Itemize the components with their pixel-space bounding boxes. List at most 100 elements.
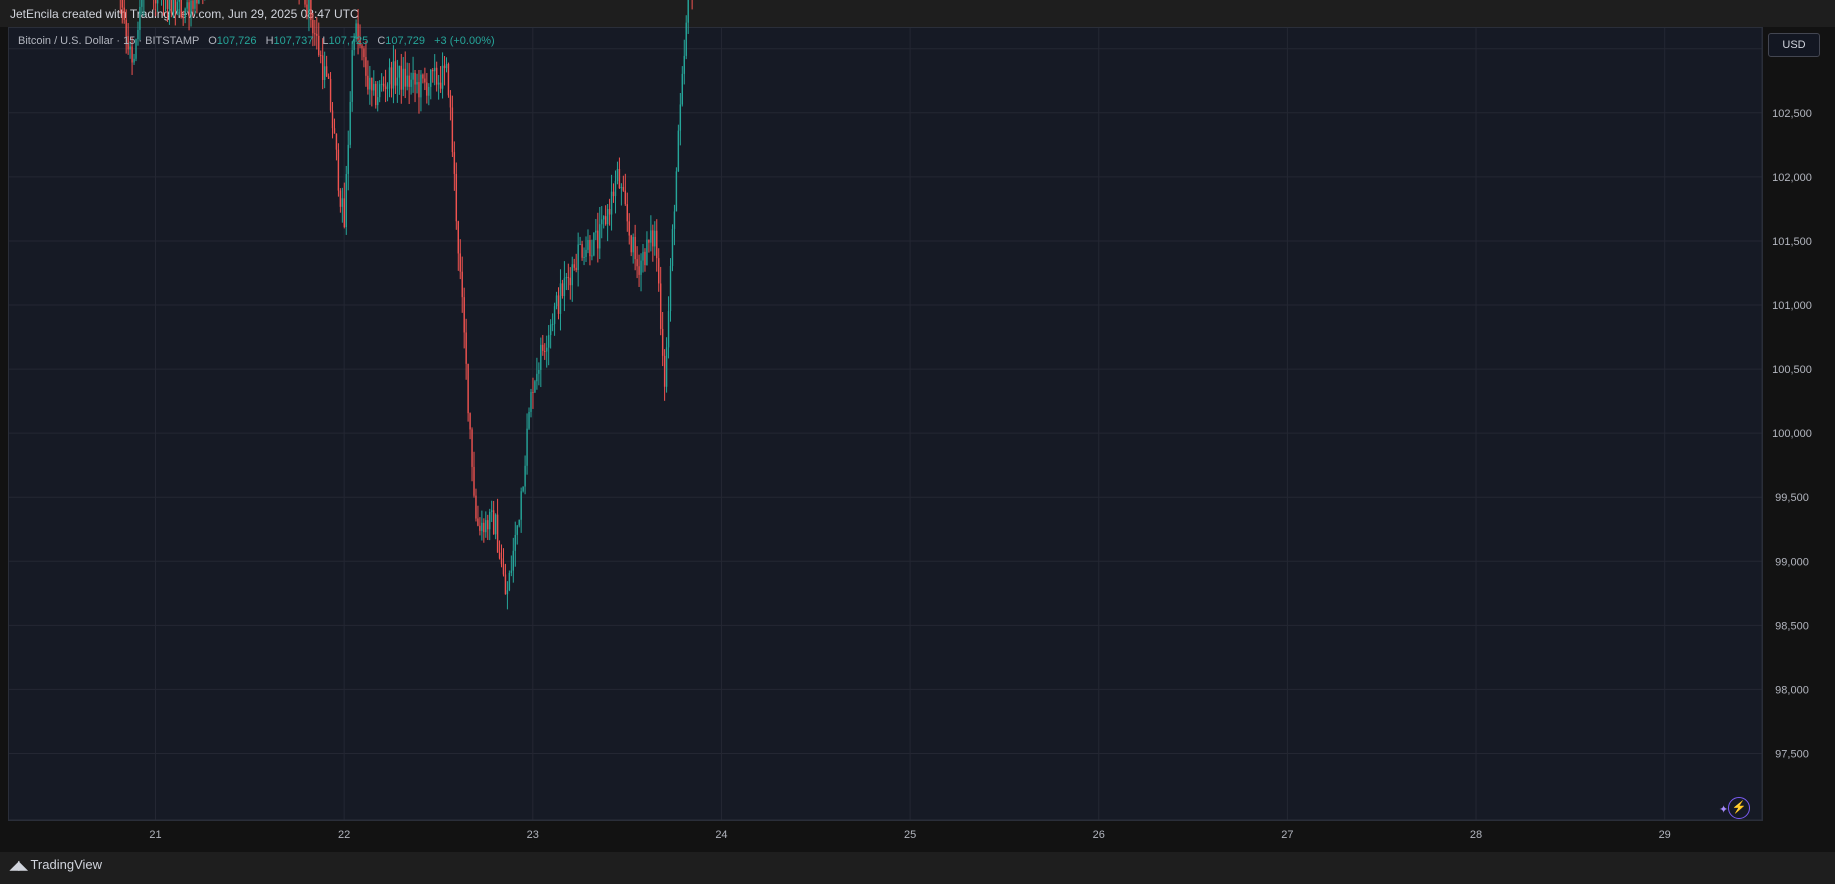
candle-body xyxy=(172,0,175,14)
candle-body xyxy=(357,23,359,40)
x-tick-label: 21 xyxy=(149,829,161,841)
candle-body xyxy=(327,76,330,79)
candle-body xyxy=(441,65,444,89)
candle-body xyxy=(644,251,646,266)
candle-body xyxy=(437,82,440,85)
candle-body xyxy=(475,495,477,519)
y-tick-label: 100,500 xyxy=(1772,364,1812,376)
candle-body xyxy=(320,55,322,57)
y-tick-label: 100,000 xyxy=(1772,428,1812,440)
candle-body xyxy=(610,191,613,215)
candle-body xyxy=(608,209,611,215)
candle-body xyxy=(614,180,617,197)
candle-body xyxy=(154,0,157,4)
candle-body xyxy=(622,186,625,191)
candle-body xyxy=(394,61,397,86)
lightning-icon[interactable]: ⚡ xyxy=(1728,797,1750,819)
candle-body xyxy=(669,265,672,312)
candle-body xyxy=(634,236,636,260)
brand-text: TradingView xyxy=(30,857,103,872)
candle-body xyxy=(530,392,532,412)
candle-body xyxy=(465,332,467,364)
candle-body xyxy=(192,0,194,9)
candle-body xyxy=(612,191,615,197)
candle-body xyxy=(314,33,316,35)
candle-body xyxy=(367,75,369,90)
candle-body xyxy=(522,486,524,492)
candle-body xyxy=(349,101,351,145)
candle-body xyxy=(390,67,393,89)
candle-body xyxy=(378,84,381,98)
candle-body xyxy=(451,107,454,153)
candle-body xyxy=(355,23,357,39)
candle-body xyxy=(422,74,424,79)
candle-body xyxy=(479,525,481,531)
candle-body xyxy=(341,198,344,207)
candle-body xyxy=(496,514,499,553)
x-tick-label: 29 xyxy=(1659,829,1671,841)
x-tick-label: 28 xyxy=(1470,829,1482,841)
candle-body xyxy=(591,255,593,257)
candle-body xyxy=(408,75,410,87)
candle-body xyxy=(528,411,530,429)
price-axis: 97,500 98,000 98,500 99,000 99,500 100,000 100… xyxy=(1761,28,1812,820)
candle-body xyxy=(658,258,660,284)
candle-body xyxy=(428,86,430,96)
candle-body xyxy=(361,45,363,49)
candle-body xyxy=(656,230,658,259)
candle-body xyxy=(180,0,182,17)
candle-body xyxy=(620,186,623,189)
x-tick-label: 23 xyxy=(527,829,539,841)
candle-body xyxy=(512,550,515,571)
candle-body xyxy=(410,79,412,87)
candle-body xyxy=(561,283,564,296)
y-tick-label: 102,500 xyxy=(1772,108,1812,120)
candle-body xyxy=(353,38,355,51)
candle-body xyxy=(310,0,312,20)
candle-body xyxy=(420,74,422,98)
candle-body xyxy=(659,283,662,329)
symbol-title[interactable]: Bitcoin / U.S. Dollar · 15 · BITSTAMP xyxy=(18,35,200,47)
x-tick-label: 26 xyxy=(1093,829,1105,841)
candle-body xyxy=(434,67,436,72)
candle-body xyxy=(188,2,190,17)
candle-body xyxy=(492,510,495,535)
candle-body xyxy=(131,46,133,63)
tradingview-brand[interactable]: ◢◣ TradingView xyxy=(10,857,102,872)
candle-body xyxy=(435,67,438,85)
currency-button[interactable]: USD xyxy=(1768,33,1820,57)
y-tick-label: 101,000 xyxy=(1772,300,1812,312)
candle-body xyxy=(339,190,342,207)
close-value: 107,729 xyxy=(385,35,426,47)
candle-body xyxy=(316,33,318,36)
chart-area[interactable] xyxy=(8,27,1763,821)
candle-body xyxy=(380,83,383,85)
candle-body xyxy=(363,48,365,58)
candle-body xyxy=(544,350,546,352)
candle-body xyxy=(308,0,310,14)
attribution-text: JetEncila created with TradingView.com, … xyxy=(10,7,359,21)
candle-body xyxy=(333,128,336,134)
close-label: C xyxy=(377,35,386,47)
candle-body xyxy=(642,251,644,261)
candle-body xyxy=(369,77,371,90)
candle-body xyxy=(616,168,619,181)
candle-body xyxy=(416,82,418,85)
candle-body xyxy=(677,130,680,172)
candle-body xyxy=(553,306,556,324)
candle-body xyxy=(194,0,196,9)
candle-body xyxy=(176,1,178,12)
low-value: 107,725 xyxy=(328,35,369,47)
candle-body xyxy=(646,239,648,266)
y-tick-label: 98,500 xyxy=(1775,620,1809,632)
candle-body xyxy=(439,82,442,89)
candle-body xyxy=(563,278,566,296)
candle-body xyxy=(471,429,473,467)
candle-body xyxy=(569,277,571,286)
candle-body xyxy=(371,77,373,91)
candle-body xyxy=(595,230,597,233)
candle-body xyxy=(125,19,127,37)
ohlc-legend: Bitcoin / U.S. Dollar · 15 · BITSTAMP O1… xyxy=(18,35,495,47)
candle-body xyxy=(312,19,314,34)
